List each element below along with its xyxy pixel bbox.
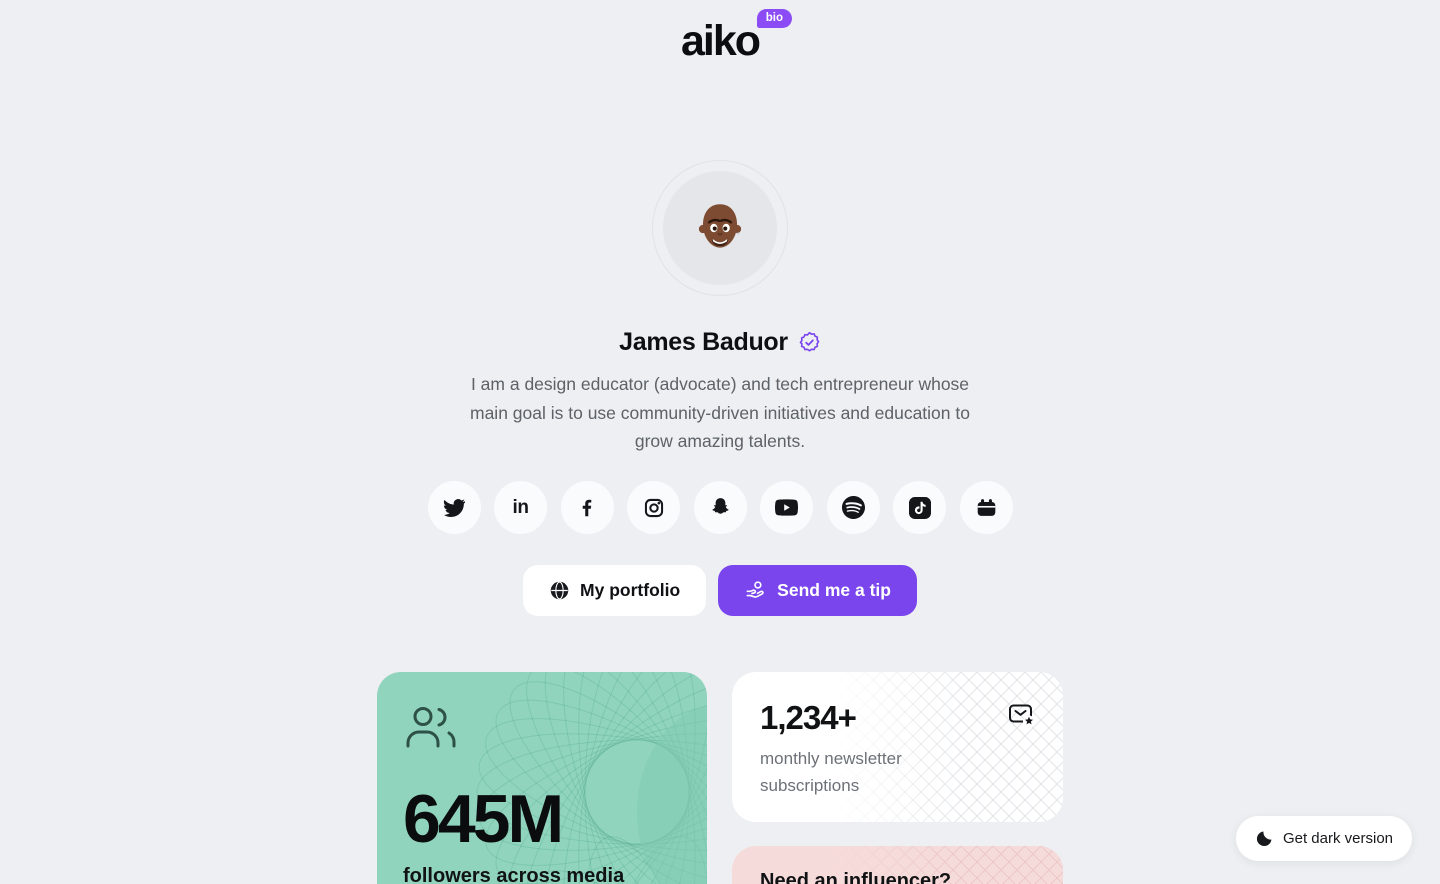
- send-tip-button-label: Send me a tip: [777, 580, 891, 600]
- facebook-icon: [582, 499, 592, 516]
- moon-icon: [1256, 831, 1272, 847]
- get-dark-version-label: Get dark version: [1282, 830, 1393, 847]
- hand-coin-icon: [746, 581, 764, 598]
- instagram-icon: [644, 498, 663, 517]
- social-link-snapchat[interactable]: [693, 481, 747, 534]
- tiktok-icon: [908, 496, 931, 519]
- right-card-column: 1,234+ monthly newsletter subscriptions: [732, 672, 1063, 884]
- get-dark-version-button[interactable]: Get dark version: [1235, 816, 1412, 861]
- newsletter-count: 1,234+: [760, 699, 857, 736]
- social-link-facebook[interactable]: [560, 481, 614, 534]
- verified-badge-icon: [799, 331, 820, 352]
- social-link-youtube[interactable]: [760, 481, 813, 534]
- spotify-icon: [841, 496, 865, 519]
- social-link-instagram[interactable]: [627, 481, 680, 534]
- social-link-linkedin[interactable]: in: [494, 481, 547, 534]
- send-tip-button[interactable]: Send me a tip: [718, 565, 917, 616]
- globe-icon: [550, 581, 569, 600]
- portfolio-button-label: My portfolio: [580, 580, 681, 600]
- followers-title: followers across media: [403, 865, 625, 884]
- calendar-icon: [977, 499, 995, 516]
- social-link-spotify[interactable]: [826, 481, 880, 534]
- aiko-logo-text: aiko: [680, 17, 761, 65]
- influencer-card: Need an influencer?: [732, 846, 1063, 884]
- avatar-ring: [652, 160, 788, 296]
- stats-cards: 645M followers across media measured for…: [377, 672, 1063, 884]
- social-row: in: [0, 481, 1440, 534]
- portfolio-button[interactable]: My portfolio: [523, 565, 707, 616]
- followers-card: 645M followers across media measured for…: [377, 672, 707, 884]
- linkedin-icon: in: [512, 497, 529, 518]
- snapchat-icon: [711, 498, 729, 514]
- social-link-calendar[interactable]: [959, 481, 1013, 534]
- social-link-twitter[interactable]: [427, 481, 481, 534]
- followers-count: 645M: [403, 781, 564, 857]
- social-link-tiktok[interactable]: [893, 481, 946, 534]
- twitter-icon: [443, 498, 465, 517]
- avatar: [663, 171, 777, 285]
- newsletter-card: 1,234+ monthly newsletter subscriptions: [732, 672, 1063, 822]
- users-icon: [406, 707, 456, 748]
- influencer-title: Need an influencer?: [760, 870, 952, 884]
- youtube-icon: [775, 499, 798, 516]
- profile-name: James Baduor: [619, 328, 788, 356]
- actions-row: My portfolio Send me a tip: [0, 565, 1440, 616]
- name-row: James Baduor: [0, 328, 1440, 357]
- bio-badge: bio: [756, 9, 793, 28]
- newsletter-description: monthly newsletter subscriptions: [760, 749, 902, 795]
- profile-bio: I am a design educator (advocate) and te…: [470, 374, 970, 451]
- aiko-logo[interactable]: aiko bio: [680, 9, 793, 65]
- envelope-star-icon: [1009, 704, 1035, 728]
- memoji-face-icon: [698, 204, 742, 248]
